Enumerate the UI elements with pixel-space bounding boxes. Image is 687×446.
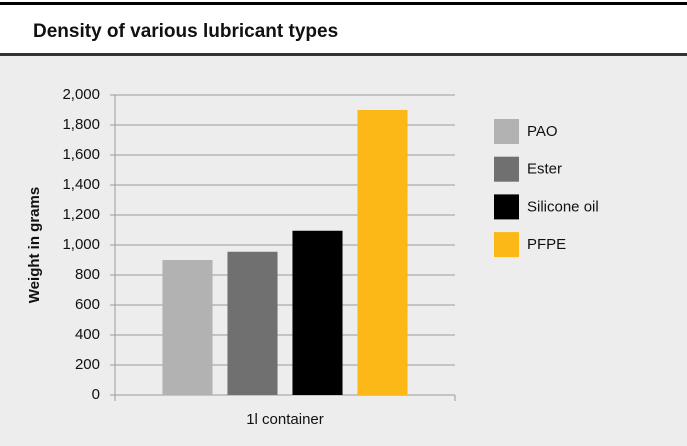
legend-swatch <box>494 156 519 182</box>
y-tick-label: 1,600 <box>62 146 100 163</box>
legend-label: PFPE <box>527 236 566 253</box>
panel <box>0 56 687 446</box>
legend-label: PAO <box>527 123 558 140</box>
x-tick-label: 1l container <box>246 411 324 428</box>
bar <box>292 230 343 395</box>
legend-label: Ester <box>527 161 562 178</box>
bar <box>357 110 408 395</box>
legend-swatch <box>494 194 519 220</box>
legend-label: Silicone oil <box>527 198 599 215</box>
y-tick-label: 1,200 <box>62 206 100 223</box>
top-rule <box>0 2 687 5</box>
legend-swatch <box>494 232 519 258</box>
title-rule <box>0 53 687 56</box>
bar <box>227 251 278 395</box>
y-tick-label: 800 <box>75 266 100 283</box>
y-tick-label: 400 <box>75 326 100 343</box>
y-tick-label: 1,400 <box>62 176 100 193</box>
chart-title: Density of various lubricant types <box>33 21 338 42</box>
y-tick-label: 1,800 <box>62 116 100 133</box>
y-tick-label: 0 <box>92 386 100 403</box>
legend-swatch <box>494 119 519 144</box>
y-tick-label: 2,000 <box>62 86 100 103</box>
y-tick-label: 600 <box>75 296 100 313</box>
bar <box>162 260 213 395</box>
y-axis-label: Weight in grams <box>26 187 43 303</box>
y-tick-label: 1,000 <box>62 236 100 253</box>
y-tick-label: 200 <box>75 356 100 373</box>
